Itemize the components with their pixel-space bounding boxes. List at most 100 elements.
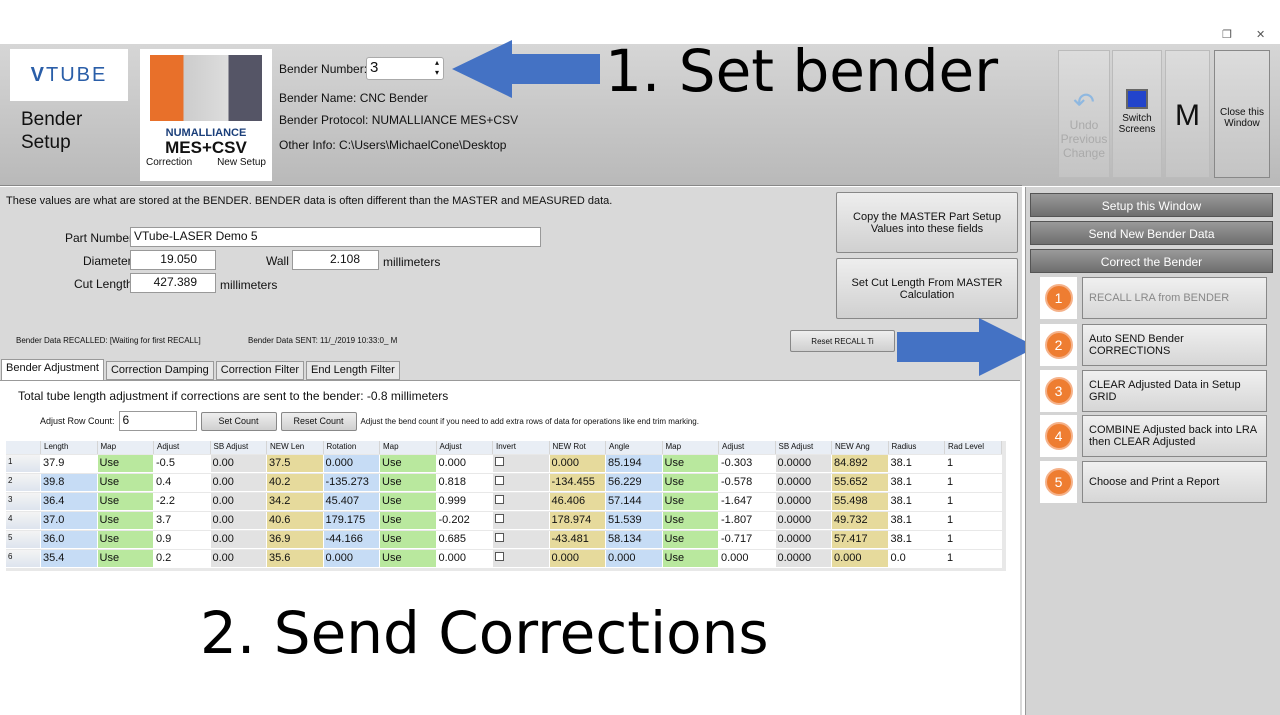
- grid-cell[interactable]: 57.144: [606, 493, 663, 511]
- grid-cell[interactable]: 85.194: [606, 455, 663, 473]
- grid-cell[interactable]: 0.2: [154, 550, 211, 568]
- m-button[interactable]: M: [1165, 50, 1210, 178]
- row-header[interactable]: 4: [6, 512, 41, 530]
- grid-cell[interactable]: -135.273: [323, 474, 380, 492]
- step-1-button[interactable]: RECALL LRA from BENDER: [1082, 277, 1267, 319]
- grid-cell[interactable]: 0.000: [323, 550, 380, 568]
- grid-cell[interactable]: Use: [97, 455, 154, 473]
- tab-correction-filter[interactable]: Correction Filter: [215, 361, 305, 380]
- tab-bender-adjustment[interactable]: Bender Adjustment: [1, 359, 104, 380]
- row-count-stepper[interactable]: 6: [118, 411, 197, 431]
- close-window-button[interactable]: Close this Window: [1214, 50, 1270, 178]
- column-header[interactable]: Rotation: [323, 441, 380, 454]
- grid-cell[interactable]: 0.000: [832, 550, 889, 568]
- grid-cell[interactable]: 0.0000: [775, 531, 832, 549]
- column-header[interactable]: Adjust: [154, 441, 211, 454]
- grid-cell[interactable]: 0.0000: [775, 474, 832, 492]
- grid-cell[interactable]: Use: [97, 550, 154, 568]
- grid-cell[interactable]: 55.498: [832, 493, 889, 511]
- column-header[interactable]: NEW Rot: [549, 441, 606, 454]
- grid-cell[interactable]: Use: [662, 474, 719, 492]
- grid-cell[interactable]: 0.00: [210, 531, 267, 549]
- cut-length-input[interactable]: 427.389: [130, 273, 216, 293]
- grid-cell[interactable]: 0.000: [549, 455, 606, 473]
- column-header[interactable]: NEW Ang: [832, 441, 889, 454]
- grid-cell[interactable]: 0.00: [210, 512, 267, 530]
- grid-cell[interactable]: 1: [945, 474, 1002, 492]
- grid-cell[interactable]: 38.1: [888, 531, 945, 549]
- grid-cell[interactable]: 37.9: [41, 455, 98, 473]
- grid-cell[interactable]: 0.0: [888, 550, 945, 568]
- grid-cell[interactable]: 0.00: [210, 474, 267, 492]
- grid-cell[interactable]: 37.5: [267, 455, 324, 473]
- grid-cell[interactable]: 0.0000: [775, 493, 832, 511]
- row-header[interactable]: 2: [6, 474, 41, 492]
- grid-cell[interactable]: -1.647: [719, 493, 776, 511]
- grid-cell[interactable]: -0.303: [719, 455, 776, 473]
- set-count-button[interactable]: Set Count: [200, 411, 277, 431]
- invert-checkbox[interactable]: [493, 512, 550, 530]
- grid-cell[interactable]: 38.1: [888, 512, 945, 530]
- grid-cell[interactable]: 0.818: [436, 474, 493, 492]
- grid-cell[interactable]: Use: [380, 493, 437, 511]
- column-header[interactable]: Rad Level: [945, 441, 1002, 454]
- grid-cell[interactable]: 34.2: [267, 493, 324, 511]
- restore-icon[interactable]: ❐: [1222, 29, 1232, 41]
- spinner-arrows-icon[interactable]: ▴ ▾: [434, 58, 439, 77]
- grid-cell[interactable]: -0.5: [154, 455, 211, 473]
- grid-cell[interactable]: -134.455: [549, 474, 606, 492]
- step-4-button[interactable]: COMBINE Adjusted back into LRA then CLEA…: [1082, 415, 1267, 457]
- reset-recall-button[interactable]: Reset RECALL Ti: [790, 330, 895, 352]
- invert-checkbox[interactable]: [493, 531, 550, 549]
- grid-cell[interactable]: 46.406: [549, 493, 606, 511]
- grid-cell[interactable]: Use: [662, 493, 719, 511]
- wall-input[interactable]: 2.108: [292, 250, 379, 270]
- grid-cell[interactable]: Use: [97, 474, 154, 492]
- grid-cell[interactable]: 1: [945, 512, 1002, 530]
- column-header[interactable]: Invert: [493, 441, 550, 454]
- grid-cell[interactable]: Use: [97, 512, 154, 530]
- step-2-button[interactable]: Auto SEND Bender CORRECTIONS: [1082, 324, 1267, 366]
- column-header[interactable]: Map: [380, 441, 437, 454]
- invert-checkbox[interactable]: [493, 474, 550, 492]
- tab-correction-damping[interactable]: Correction Damping: [105, 361, 214, 380]
- tab-end-length-filter[interactable]: End Length Filter: [306, 361, 400, 380]
- grid-cell[interactable]: -43.481: [549, 531, 606, 549]
- grid-cell[interactable]: 49.732: [832, 512, 889, 530]
- grid-cell[interactable]: 40.2: [267, 474, 324, 492]
- grid-cell[interactable]: 84.892: [832, 455, 889, 473]
- grid-cell[interactable]: Use: [97, 493, 154, 511]
- grid-cell[interactable]: -0.202: [436, 512, 493, 530]
- grid-cell[interactable]: 55.652: [832, 474, 889, 492]
- grid-cell[interactable]: 36.9: [267, 531, 324, 549]
- invert-checkbox[interactable]: [493, 550, 550, 568]
- close-icon[interactable]: ✕: [1256, 29, 1266, 41]
- grid-cell[interactable]: 37.0: [41, 512, 98, 530]
- grid-cell[interactable]: Use: [97, 531, 154, 549]
- grid-cell[interactable]: Use: [662, 512, 719, 530]
- column-header[interactable]: Map: [662, 441, 719, 454]
- grid-cell[interactable]: 38.1: [888, 474, 945, 492]
- grid-cell[interactable]: 38.1: [888, 455, 945, 473]
- grid-cell[interactable]: 36.4: [41, 493, 98, 511]
- send-bender-data-button[interactable]: Send New Bender Data: [1030, 221, 1273, 245]
- grid-cell[interactable]: 0.000: [436, 550, 493, 568]
- invert-checkbox[interactable]: [493, 455, 550, 473]
- grid-cell[interactable]: 0.000: [719, 550, 776, 568]
- grid-cell[interactable]: 0.0000: [775, 550, 832, 568]
- grid-cell[interactable]: 36.0: [41, 531, 98, 549]
- grid-cell[interactable]: 39.8: [41, 474, 98, 492]
- column-header[interactable]: NEW Len: [267, 441, 324, 454]
- row-header[interactable]: 3: [6, 493, 41, 511]
- invert-checkbox[interactable]: [493, 493, 550, 511]
- copy-master-button[interactable]: Copy the MASTER Part Setup Values into t…: [836, 192, 1018, 253]
- grid-cell[interactable]: 0.685: [436, 531, 493, 549]
- grid-cell[interactable]: 45.407: [323, 493, 380, 511]
- grid-cell[interactable]: -44.166: [323, 531, 380, 549]
- grid-cell[interactable]: 1: [945, 531, 1002, 549]
- grid-cell[interactable]: Use: [380, 550, 437, 568]
- grid-cell[interactable]: Use: [662, 455, 719, 473]
- set-cut-length-button[interactable]: Set Cut Length From MASTER Calculation: [836, 258, 1018, 319]
- column-header[interactable]: SB Adjust: [210, 441, 267, 454]
- grid-cell[interactable]: 56.229: [606, 474, 663, 492]
